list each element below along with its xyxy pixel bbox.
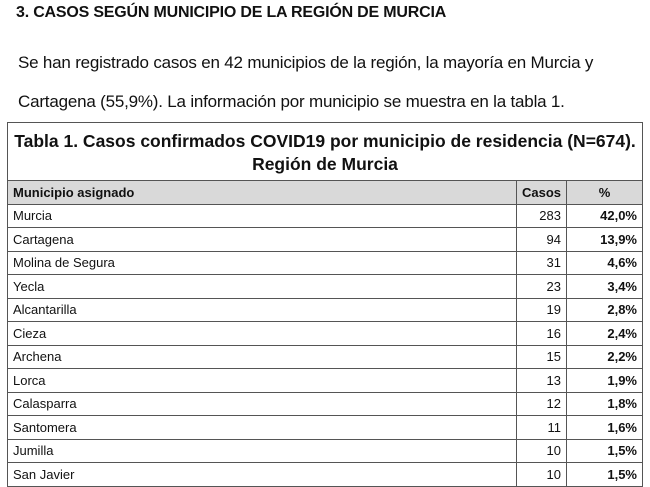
paragraph-line: Cartagena (55,9%). La información por mu…	[18, 92, 565, 111]
table-row: Yecla 23 3,4%	[7, 274, 643, 299]
table-row: Lorca 13 1,9%	[7, 368, 643, 393]
header-municipio: Municipio asignado	[7, 180, 517, 205]
percent-cell: 4,6%	[566, 250, 643, 275]
casos-cell: 10	[515, 438, 568, 463]
percent-cell: 3,4%	[566, 274, 643, 299]
casos-cell: 16	[515, 321, 568, 346]
section-heading: 3. CASOS SEGÚN MUNICIPIO DE LA REGIÓN DE…	[16, 4, 447, 21]
municipio-cell: Molina de Segura	[7, 250, 517, 275]
casos-cell: 10	[515, 462, 568, 487]
percent-cell: 2,4%	[566, 321, 643, 346]
municipio-cell: San Javier	[7, 462, 517, 487]
percent-cell: 42,0%	[566, 203, 643, 228]
percent-cell: 1,6%	[566, 415, 643, 440]
table-row: Jumilla 10 1,5%	[7, 438, 643, 463]
municipio-cell: Alcantarilla	[7, 297, 517, 322]
percent-cell: 1,9%	[566, 368, 643, 393]
casos-cell: 11	[515, 415, 568, 440]
municipio-cell: Jumilla	[7, 438, 517, 463]
table-row: San Javier 10 1,5%	[7, 462, 643, 487]
municipio-cell: Santomera	[7, 415, 517, 440]
table-title-line: Región de Murcia	[252, 154, 398, 174]
table-title: Tabla 1. Casos confirmados COVID19 por m…	[7, 122, 643, 181]
table-row: Murcia 283 42,0%	[7, 203, 643, 228]
percent-cell: 2,2%	[566, 344, 643, 369]
casos-cell: 23	[515, 274, 568, 299]
percent-cell: 13,9%	[566, 227, 643, 252]
table-title-line: Tabla 1. Casos confirmados COVID19 por m…	[14, 131, 636, 151]
percent-cell: 1,8%	[566, 391, 643, 416]
table-row: Cieza 16 2,4%	[7, 321, 643, 346]
municipio-cell: Cartagena	[7, 227, 517, 252]
casos-cell: 13	[515, 368, 568, 393]
municipio-cell: Murcia	[7, 203, 517, 228]
casos-cell: 15	[515, 344, 568, 369]
casos-cell: 12	[515, 391, 568, 416]
cases-table: Tabla 1. Casos confirmados COVID19 por m…	[7, 122, 643, 487]
municipio-cell: Archena	[7, 344, 517, 369]
table-row: Cartagena 94 13,9%	[7, 227, 643, 252]
casos-cell: 283	[515, 203, 568, 228]
casos-cell: 94	[515, 227, 568, 252]
casos-cell: 19	[515, 297, 568, 322]
header-casos: Casos	[515, 180, 568, 205]
table-row: Molina de Segura 31 4,6%	[7, 250, 643, 275]
table-row: Santomera 11 1,6%	[7, 415, 643, 440]
header-percent: %	[566, 180, 643, 205]
table-row: Alcantarilla 19 2,8%	[7, 297, 643, 322]
percent-cell: 1,5%	[566, 462, 643, 487]
table-row: Archena 15 2,2%	[7, 344, 643, 369]
paragraph-line: Se han registrado casos en 42 municipios…	[18, 53, 594, 72]
table-row: Calasparra 12 1,8%	[7, 391, 643, 416]
municipio-cell: Calasparra	[7, 391, 517, 416]
casos-cell: 31	[515, 250, 568, 275]
municipio-cell: Lorca	[7, 368, 517, 393]
table-header-row: Municipio asignado Casos %	[7, 180, 643, 205]
municipio-cell: Cieza	[7, 321, 517, 346]
municipio-cell: Yecla	[7, 274, 517, 299]
percent-cell: 2,8%	[566, 297, 643, 322]
percent-cell: 1,5%	[566, 438, 643, 463]
